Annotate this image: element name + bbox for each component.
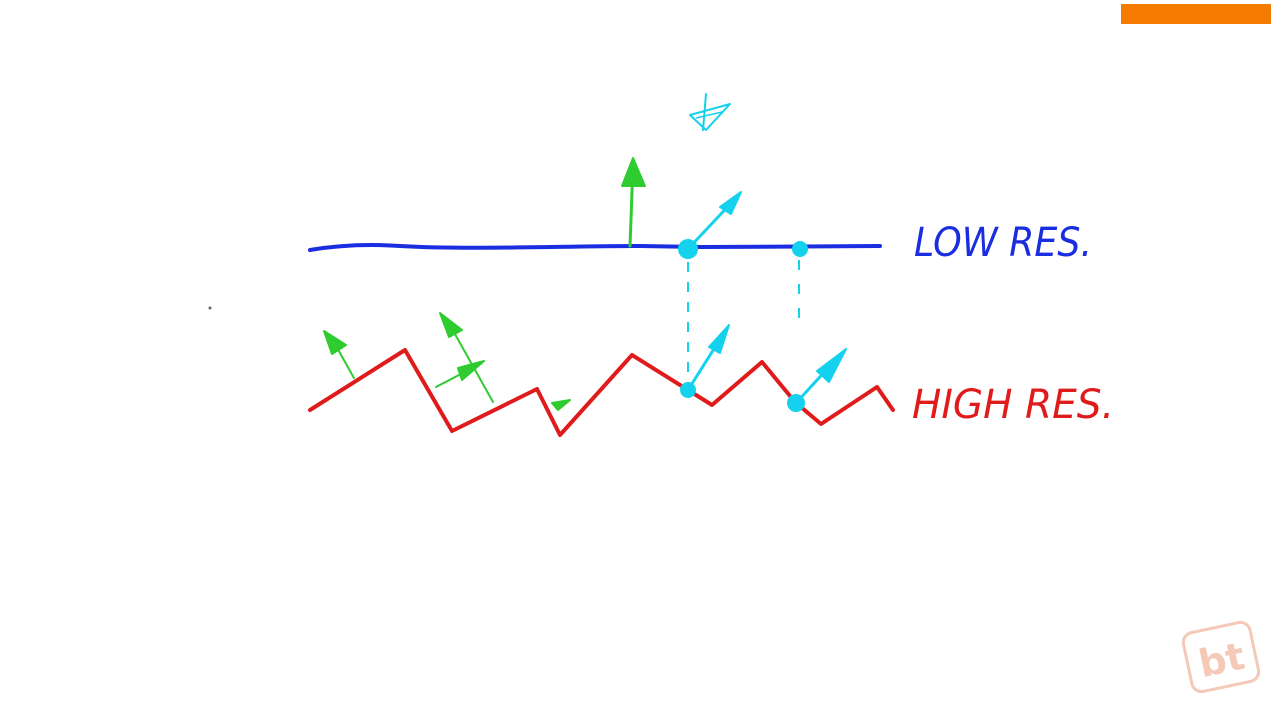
high-res-sample-point-2: [787, 348, 847, 412]
bt-logo: bt: [1181, 620, 1261, 694]
stray-dot: [208, 306, 212, 310]
high-res-normal-arrow-2: [439, 312, 494, 403]
accent-bar: [1121, 4, 1271, 24]
high-res-normal-arrow-1: [323, 330, 355, 379]
high-res-normal-arrow-4: [551, 399, 571, 411]
high-res-label: HIGH RES.: [912, 382, 1114, 428]
low-res-label: LOW RES.: [914, 220, 1092, 266]
low-res-normal-arrow: [621, 157, 646, 248]
high-res-line-lead: [309, 349, 406, 411]
eye-icon: [689, 93, 731, 131]
high-res-normal-arrow-3: [435, 360, 485, 388]
low-res-sample-point-1: [678, 191, 742, 259]
high-res-sample-point-1: [680, 324, 730, 398]
low-res-sample-point-2: [792, 241, 808, 257]
watermark-text: bt: [1195, 634, 1249, 686]
